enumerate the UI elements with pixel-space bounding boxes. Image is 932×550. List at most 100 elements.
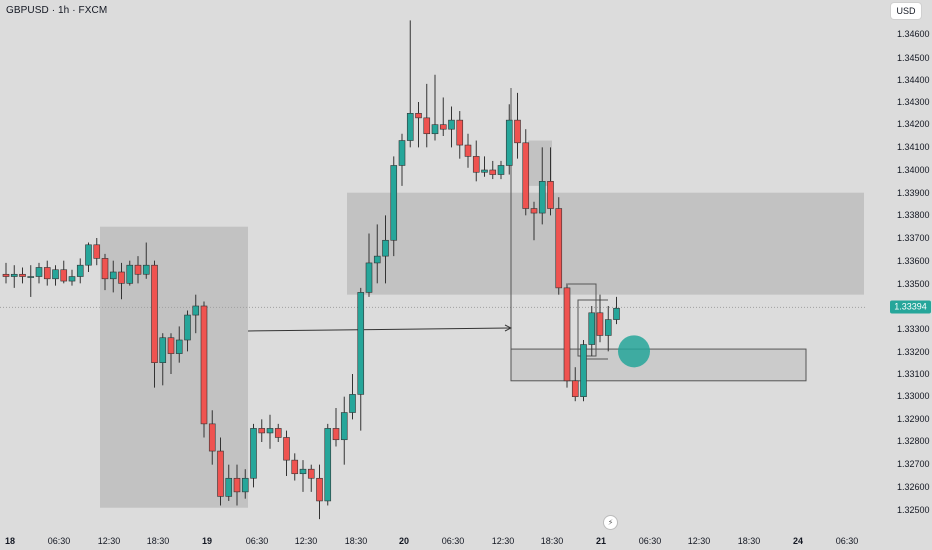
supply-zone: [347, 192, 864, 295]
candle-down: [167, 337, 175, 354]
candle-up: [448, 119, 455, 130]
lightning-icon[interactable]: ⚡: [604, 516, 617, 529]
time-tick-label: 12:30: [491, 536, 515, 546]
price-tick-label: 1.33000: [897, 391, 930, 401]
candle-down: [456, 119, 464, 146]
candle-up: [349, 394, 356, 413]
time-tick-label: 18:30: [146, 536, 170, 546]
candle-up: [588, 312, 596, 345]
price-tick-label: 1.34200: [897, 119, 930, 129]
projection-arrow-line: [247, 327, 511, 332]
candle-up: [481, 169, 488, 173]
currency-button[interactable]: USD: [891, 3, 921, 19]
candle-up: [365, 262, 373, 293]
time-tick-label: 19: [201, 536, 213, 546]
candle-down: [291, 459, 299, 475]
candle-up: [406, 113, 414, 141]
candle-down: [134, 264, 142, 275]
candle-up: [340, 412, 348, 441]
candle-up: [398, 140, 406, 166]
candle-down: [208, 423, 216, 452]
candle-up: [613, 307, 620, 320]
time-tick-label: 06:30: [835, 536, 859, 546]
price-tick-label: 1.33800: [897, 210, 930, 220]
candle-down: [274, 428, 282, 438]
candle-up: [241, 477, 249, 493]
candle-down: [2, 273, 10, 277]
candle-down: [93, 244, 101, 259]
candle-down: [596, 312, 604, 336]
candle-up: [109, 271, 117, 280]
candle-down: [217, 450, 224, 497]
price-tick-label: 1.34100: [897, 142, 930, 152]
time-axis[interactable]: 18 06:30 12:30 18:30 19 06:30 12:30 18:30 20 06:3…: [0, 530, 866, 550]
candle-down: [43, 267, 51, 280]
candle-up: [497, 165, 505, 175]
candle-down: [472, 156, 480, 173]
candle-up: [373, 255, 381, 264]
price-tick-label: 1.34400: [897, 75, 930, 85]
candle-down: [489, 169, 497, 175]
price-tick-label: 1.33100: [897, 369, 930, 379]
candle-up: [324, 428, 332, 502]
price-tick-label: 1.34600: [897, 29, 930, 39]
price-tick-label: 1.32500: [897, 505, 930, 515]
time-tick-label: 12:30: [97, 536, 121, 546]
small-range-box: [528, 140, 552, 186]
price-axis[interactable]: 1.34600 1.34500 1.34400 1.34300 1.34200 1.341…: [866, 0, 932, 530]
candle-up: [10, 273, 18, 277]
candle-down: [332, 428, 340, 441]
candle-up: [142, 264, 150, 275]
time-tick-label: 06:30: [638, 536, 662, 546]
candle-up: [35, 267, 43, 277]
candle-down: [547, 181, 554, 209]
candle-down: [200, 305, 208, 425]
candle-down: [60, 269, 68, 282]
candle-down: [522, 142, 530, 209]
time-tick-label: 18:30: [540, 536, 564, 546]
price-tick-label: 1.32800: [897, 436, 930, 446]
candle-down: [307, 468, 315, 479]
symbol-title[interactable]: GBPUSD · 1h · FXCM: [6, 5, 108, 16]
candle-down: [101, 258, 109, 280]
candle-up: [175, 339, 183, 354]
candle-down: [530, 208, 538, 214]
candle-down: [151, 264, 158, 363]
price-tick-label: 1.32600: [897, 482, 930, 492]
candle-down: [233, 477, 241, 493]
candle-up: [538, 181, 546, 214]
candle-up: [192, 305, 200, 316]
range-box-18: [100, 226, 248, 508]
target-circle: [618, 335, 650, 368]
candle-down: [464, 144, 472, 157]
demand-zone: [510, 348, 807, 382]
candle-down: [316, 477, 323, 502]
candle-up: [68, 276, 76, 282]
candle-down: [415, 113, 422, 119]
candle-up: [250, 428, 257, 479]
candle-up: [225, 477, 233, 497]
candle-down: [555, 208, 563, 289]
candle-up: [604, 319, 612, 336]
candle-down: [423, 117, 431, 135]
candle-up: [52, 269, 59, 280]
price-chart[interactable]: [0, 0, 866, 530]
time-tick-label: 18: [4, 536, 16, 546]
candle-up: [505, 119, 513, 166]
candle-up: [76, 264, 84, 277]
time-tick-label: 20: [398, 536, 410, 546]
candle-up: [299, 468, 307, 475]
candle-up: [390, 165, 398, 241]
candle-up: [159, 337, 167, 363]
candle-down: [283, 437, 290, 461]
price-tick-label: 1.32700: [897, 459, 930, 469]
time-tick-label: 12:30: [294, 536, 318, 546]
candle-up: [85, 244, 92, 266]
candle-up: [184, 314, 191, 341]
candle-up: [266, 428, 274, 434]
candle-up: [27, 276, 35, 278]
candle-up: [126, 264, 134, 284]
candle-down: [258, 428, 266, 434]
candle-up: [382, 239, 389, 257]
